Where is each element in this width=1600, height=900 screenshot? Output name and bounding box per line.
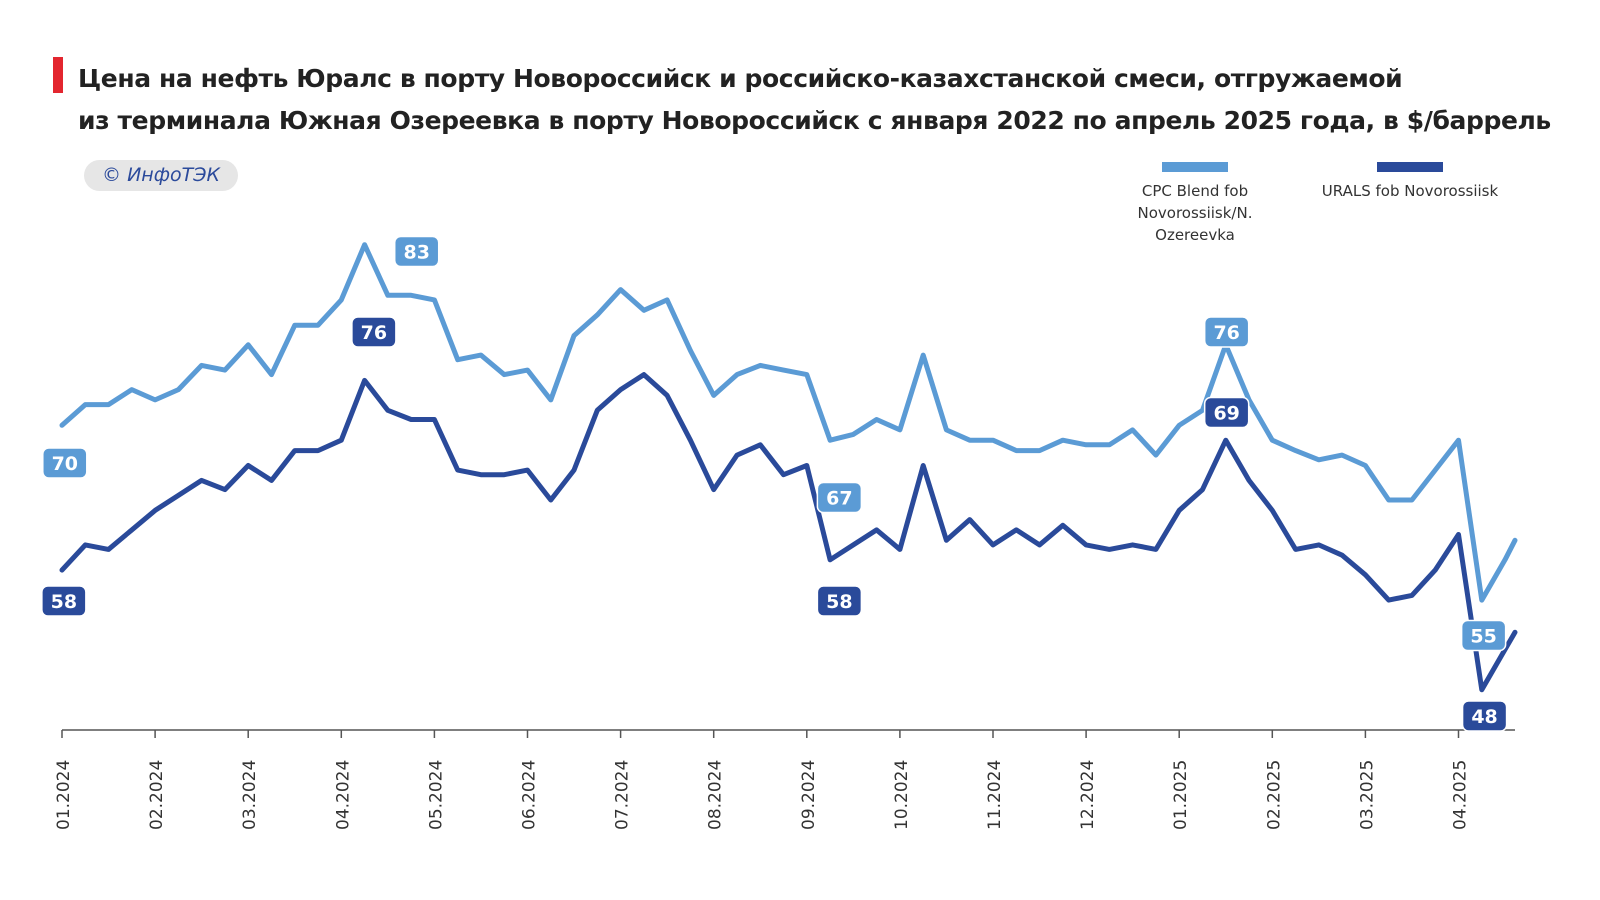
x-tick-label: 12.2024 — [1078, 760, 1098, 830]
data-label-box — [1203, 396, 1250, 429]
x-tick-label: 11.2024 — [985, 760, 1005, 830]
x-tick-label: 04.2025 — [1451, 760, 1471, 830]
data-label: 67 — [826, 488, 852, 510]
title-accent-bar — [53, 57, 63, 93]
x-tick-label: 06.2024 — [520, 760, 540, 830]
legend-label-urals: URALS fob Novorossiisk — [1321, 182, 1499, 200]
x-tick-label: 04.2024 — [333, 760, 353, 830]
x-tick-label: 01.2024 — [54, 760, 74, 830]
data-label-box — [816, 585, 863, 617]
legend-label-cpc: CPC Blend fob Novorossiisk/N. Ozereevka — [1137, 182, 1253, 244]
infotek-logo: © ИнфоТЭК — [84, 160, 238, 191]
data-label: 58 — [826, 591, 852, 613]
data-label-box — [1460, 619, 1507, 652]
data-label: 48 — [1471, 706, 1497, 728]
data-label-box — [1203, 316, 1250, 348]
data-label-box — [393, 235, 440, 268]
data-label-box — [816, 481, 863, 514]
x-tick-label: 03.2024 — [240, 760, 260, 830]
x-tick-label: 02.2024 — [147, 760, 167, 830]
legend-swatch-urals — [1377, 162, 1443, 172]
legend-swatch-cpc — [1162, 162, 1228, 172]
data-label: 58 — [51, 591, 77, 613]
x-tick-label: 09.2024 — [799, 760, 819, 830]
data-label: 69 — [1213, 403, 1239, 425]
data-label: 83 — [403, 242, 429, 264]
x-tick-label: 10.2024 — [892, 760, 912, 830]
series-line-urals — [59, 372, 1518, 693]
x-tick-label: 08.2024 — [706, 760, 726, 830]
data-label: 55 — [1470, 626, 1496, 648]
legend-item-cpc: CPC Blend fob Novorossiisk/N. Ozereevka — [1085, 162, 1305, 246]
title-line-2: из терминала Южная Озереевка в порту Нов… — [78, 106, 1551, 135]
data-label-box — [41, 585, 87, 617]
title-line-1: Цена на нефть Юралс в порту Новороссийск… — [78, 64, 1403, 93]
series-line-cpc — [59, 242, 1518, 603]
x-tick-label: 03.2025 — [1357, 760, 1377, 830]
data-label: 76 — [361, 322, 387, 344]
legend-item-urals: URALS fob Novorossiisk — [1310, 162, 1510, 202]
data-label-box — [351, 316, 397, 348]
chart-title: Цена на нефть Юралс в порту Новороссийск… — [78, 58, 1551, 142]
data-label: 70 — [52, 453, 78, 475]
x-tick-label: 05.2024 — [426, 760, 446, 830]
data-label-box — [1461, 700, 1508, 732]
x-tick-label: 07.2024 — [613, 760, 633, 830]
data-label-box — [42, 447, 88, 479]
x-tick-label: 01.2025 — [1171, 760, 1191, 830]
data-label: 76 — [1213, 322, 1239, 344]
x-tick-label: 02.2025 — [1264, 760, 1284, 830]
